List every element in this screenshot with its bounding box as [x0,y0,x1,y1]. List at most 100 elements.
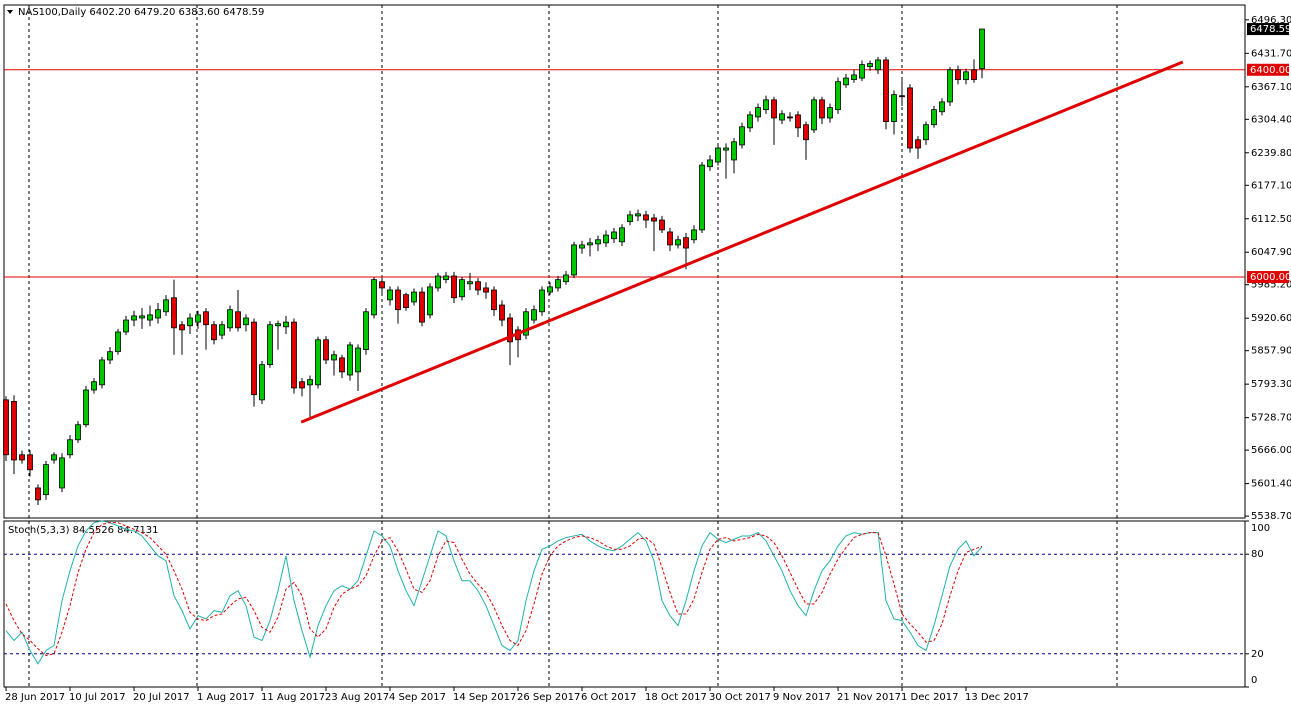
candle-body [611,231,617,240]
candle-body [531,309,537,321]
x-tick-label: 1 Dec 2017 [901,692,959,703]
collapse-icon [7,10,13,14]
candle-body [75,424,81,441]
candle-body [883,59,889,122]
candle-body [195,314,201,323]
candle-body [451,275,457,299]
candle-body [963,71,969,81]
candle-body [267,324,273,366]
candle-body [147,314,153,321]
candle-body [491,289,497,311]
x-tick-label: 14 Sep 2017 [453,692,516,703]
candle-body [211,324,217,341]
candle-body [675,239,681,246]
x-tick-label: 11 Aug 2017 [261,692,325,703]
candle-body [43,464,49,496]
candle-body [467,281,473,285]
candle-body [587,242,593,246]
price-label: 6000.00 [1250,272,1291,283]
y-tick-label: 80 [1251,549,1264,560]
candle-body [627,214,633,222]
candle-body [563,274,569,283]
candle-body [747,114,753,129]
candle-body [27,454,33,471]
candle-body [603,234,609,244]
candle-body [219,324,225,336]
candle-body [715,147,721,163]
candle-body [835,81,841,111]
candle-body [83,389,89,426]
candle-body [651,217,657,222]
candle-body [115,331,121,353]
y-tick-label: 5666.00 [1251,445,1291,456]
candle-body [859,64,865,79]
candle-body [163,299,169,313]
candle-body [299,381,305,389]
candle-body [155,309,161,319]
candle-body [235,311,241,329]
x-tick-label: 1 Aug 2017 [197,692,255,703]
candle-body [371,279,377,316]
candle-body [419,291,425,323]
x-tick-label: 10 Jul 2017 [69,692,126,703]
last-price-box [1247,23,1289,36]
candle-body [459,279,465,298]
candle-body [915,139,921,149]
candle-body [947,69,953,103]
y-tick-label: 5985.20 [1251,280,1291,291]
candle-body [547,286,553,293]
candle-body [899,95,905,98]
candle-body [59,457,65,489]
candle-body [355,347,361,373]
candle-body [707,159,713,168]
stochastic-title: Stoch(5,3,3) 84.5526 84.7131 [8,525,159,536]
y-tick-label: 6496.30 [1251,15,1291,26]
candle-body [923,124,929,141]
candle-body [131,315,137,321]
candle-body [411,291,417,303]
candle-body [779,113,785,121]
candle-body [331,354,337,361]
chart-title: NAS100,Daily 6402.20 6479.20 6383.60 647… [18,7,264,18]
price-label: 6400.00 [1250,65,1291,76]
candle-body [851,74,857,81]
candle-body [323,339,329,361]
candle-body [307,379,313,386]
y-tick-label: 6112.50 [1251,214,1291,225]
x-tick-label: 9 Nov 2017 [773,692,831,703]
candle-body [315,339,321,386]
candle-body [107,351,113,361]
x-tick-label: 4 Sep 2017 [389,692,446,703]
candle-body [979,28,985,70]
candle-body [139,315,145,319]
y-tick-label: 6304.40 [1251,114,1291,125]
x-tick-label: 18 Oct 2017 [645,692,707,703]
candle-body [291,321,297,389]
candle-body [843,77,849,86]
candle-body [35,487,41,501]
y-tick-label: 6177.10 [1251,180,1291,191]
candle-body [595,239,601,245]
candle-body [555,279,561,289]
price-label-box [1247,63,1289,76]
stochastic-signal [5,522,983,656]
y-tick-label: 6367.10 [1251,82,1291,93]
candle-body [387,289,393,301]
candle-body [347,344,353,376]
candle-body [803,124,809,141]
candle-body [955,69,961,81]
candle-body [475,281,481,291]
candle-body [363,311,369,350]
candle-body [283,321,289,328]
candle-body [203,311,209,326]
candle-body [275,323,281,327]
candle-body [875,59,881,71]
candle-body [91,381,97,391]
price-panel-frame [3,4,1246,519]
candle-body [763,99,769,111]
candle-body [731,141,737,161]
candle-body [259,364,265,401]
y-tick-label: 20 [1251,649,1264,660]
